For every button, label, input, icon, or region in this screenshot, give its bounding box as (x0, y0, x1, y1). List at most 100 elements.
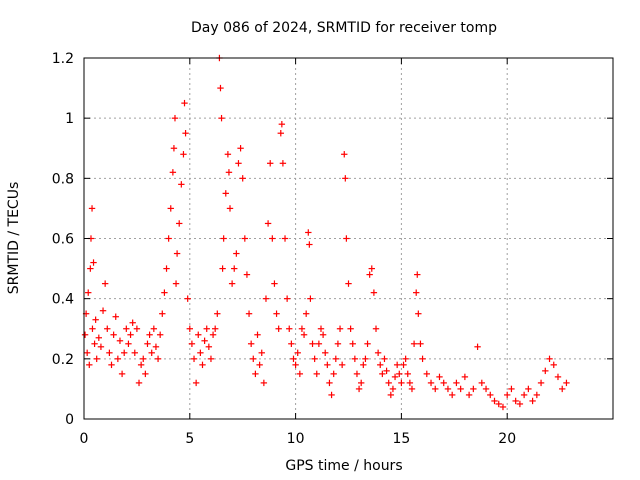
data-point (368, 265, 375, 272)
data-point (508, 385, 515, 393)
data-point (342, 175, 349, 182)
chart-title: Day 086 of 2024, SRMTID for receiver tom… (191, 20, 497, 36)
data-point (222, 190, 229, 197)
data-point (163, 265, 170, 272)
data-point (131, 349, 138, 357)
data-point (190, 355, 198, 363)
data-point (423, 370, 430, 378)
data-point (118, 370, 126, 378)
data-point (129, 319, 136, 326)
data-point (396, 370, 403, 378)
data-point (415, 310, 422, 317)
data-point (205, 343, 213, 350)
data-point (334, 340, 342, 347)
data-point (207, 355, 215, 363)
data-point (379, 370, 386, 378)
data-point (154, 355, 162, 363)
data-point (214, 310, 221, 317)
data-point (341, 151, 348, 158)
data-points (81, 54, 570, 411)
data-point (461, 373, 469, 381)
data-point (317, 325, 325, 332)
data-point (408, 385, 416, 393)
data-point (239, 175, 246, 182)
data-point (226, 205, 234, 212)
data-point (385, 379, 392, 387)
data-point (114, 355, 122, 363)
data-point (211, 325, 219, 332)
data-point (281, 235, 289, 242)
data-point (525, 385, 532, 393)
x-tick-label: 0 (80, 431, 89, 447)
data-point (343, 235, 350, 242)
data-point (360, 361, 367, 369)
data-point (330, 370, 337, 378)
data-point (135, 379, 143, 387)
data-point (231, 265, 238, 272)
y-tick-label: 1 (65, 111, 74, 127)
y-tick-labels: 0 0.2 0.4 0.6 0.8 1 1.2 (52, 51, 74, 428)
grid-lines (84, 58, 613, 419)
data-point (377, 361, 384, 369)
data-point (529, 397, 536, 405)
data-point (258, 349, 265, 357)
data-point (167, 205, 174, 212)
data-point (201, 337, 208, 344)
data-point (144, 340, 151, 347)
data-point (184, 295, 191, 302)
data-point (305, 229, 312, 236)
data-point (137, 361, 145, 369)
data-point (279, 160, 287, 167)
data-point (457, 385, 464, 393)
data-point (172, 280, 180, 287)
data-point (97, 343, 105, 350)
x-tick-label: 20 (498, 431, 516, 447)
data-point (180, 151, 187, 158)
data-point (245, 310, 253, 317)
data-point (347, 325, 354, 332)
data-point (181, 99, 188, 107)
data-point (414, 271, 421, 278)
data-point (300, 331, 308, 338)
data-point (470, 385, 477, 393)
data-point (402, 355, 409, 363)
data-point (495, 400, 502, 408)
y-tick-label: 0 (65, 412, 74, 428)
data-point (170, 145, 178, 152)
x-tick-label: 10 (287, 431, 305, 447)
data-point (406, 379, 414, 387)
data-point (542, 367, 549, 375)
data-point (465, 391, 473, 399)
data-point (93, 355, 100, 363)
data-point (235, 160, 242, 167)
data-point (148, 349, 155, 357)
data-point (140, 355, 147, 363)
data-point (336, 325, 344, 332)
y-tick-label: 1.2 (52, 51, 74, 67)
data-point (278, 120, 286, 128)
data-point (432, 385, 439, 393)
data-point (256, 361, 263, 369)
data-point (161, 289, 168, 296)
data-point (95, 334, 103, 341)
data-point (88, 205, 96, 212)
x-tick-labels: 0 5 10 15 20 (80, 431, 517, 447)
data-point (146, 331, 153, 338)
axis-ticks (83, 57, 613, 420)
data-point (85, 289, 92, 296)
data-point (195, 331, 202, 338)
data-point (383, 367, 390, 375)
data-point (296, 370, 304, 378)
data-point (345, 280, 352, 287)
data-point (125, 340, 132, 347)
data-point (171, 114, 179, 122)
data-point (372, 325, 380, 332)
data-point (516, 400, 524, 408)
data-point (237, 145, 244, 152)
data-point (351, 355, 359, 363)
data-point (269, 235, 276, 242)
data-point (219, 265, 226, 272)
data-point (271, 280, 278, 287)
data-point (413, 289, 420, 296)
